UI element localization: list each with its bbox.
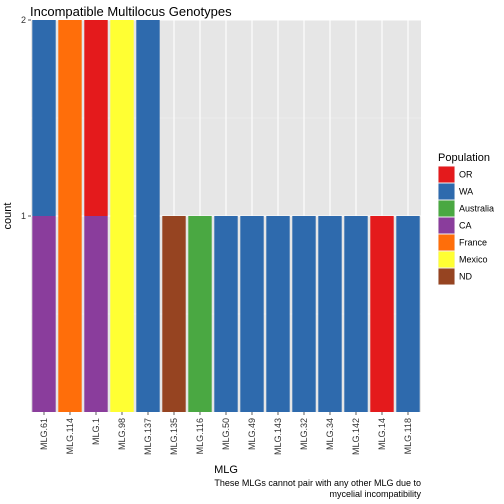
bar-segment-mlg-49-wa (240, 216, 264, 412)
bar-segment-mlg-61-wa (32, 20, 56, 216)
x-axis: MLG.61 MLG.114 MLG.1 MLG.98 MLG.137 MLG.135 ML… (39, 412, 413, 455)
bar-segment-mlg-61-ca (32, 216, 56, 412)
legend-label-nd: ND (459, 272, 472, 282)
bar-segment-mlg-142-wa (344, 216, 368, 412)
bar-segment-mlg-98-mexico (110, 20, 134, 412)
bar-segment-mlg-1-or (84, 20, 108, 216)
y-tick-label: 1 (21, 211, 26, 221)
legend-swatch-wa (438, 183, 455, 200)
legend: Population OR WA Australia CA France Mexico ND (438, 152, 494, 285)
x-tick-label: MLG.135 (169, 418, 179, 455)
x-tick-label: MLG.34 (325, 418, 335, 450)
legend-label-or: OR (459, 170, 473, 180)
bar-segment-mlg-118-wa (396, 216, 420, 412)
bar-segment-mlg-1-ca (84, 216, 108, 412)
legend-title: Population (438, 152, 490, 164)
legend-swatch-nd (438, 268, 455, 285)
x-tick-label: MLG.61 (39, 418, 49, 450)
bar-segment-mlg-137-wa (136, 20, 160, 412)
legend-label-australia: Australia (459, 204, 494, 214)
bar-segment-mlg-34-wa (318, 216, 342, 412)
caption-line-2: mycelial incompatibility (329, 489, 421, 499)
legend-swatch-mexico (438, 251, 455, 268)
y-tick-label: 2 (21, 15, 26, 25)
x-axis-title: MLG (214, 464, 238, 476)
legend-swatch-france (438, 234, 455, 251)
x-tick-label: MLG.98 (117, 418, 127, 450)
bar-segment-mlg-114-france (58, 20, 82, 412)
x-tick-label: MLG.137 (143, 418, 153, 455)
bar-segment-mlg-116-australia (188, 216, 212, 412)
bar-segment-mlg-143-wa (266, 216, 290, 412)
bar-segment-mlg-32-wa (292, 216, 316, 412)
y-axis-title: count (2, 203, 14, 230)
x-tick-label: MLG.32 (299, 418, 309, 450)
x-tick-label: MLG.50 (221, 418, 231, 450)
x-tick-label: MLG.1 (91, 418, 101, 445)
bar-segment-mlg-14-or (370, 216, 394, 412)
x-tick-label: MLG.143 (273, 418, 283, 455)
x-tick-label: MLG.142 (351, 418, 361, 455)
x-tick-label: MLG.14 (377, 418, 387, 450)
legend-label-wa: WA (459, 187, 473, 197)
bar-segment-mlg-135-nd (162, 216, 186, 412)
legend-swatch-or (438, 166, 455, 183)
legend-label-mexico: Mexico (459, 255, 488, 265)
caption-line-1: These MLGs cannot pair with any other ML… (214, 478, 421, 488)
x-tick-label: MLG.49 (247, 418, 257, 450)
chart-title: Incompatible Multilocus Genotypes (30, 4, 232, 19)
legend-label-france: France (459, 238, 487, 248)
x-tick-label: MLG.118 (403, 418, 413, 454)
legend-swatch-ca (438, 217, 455, 234)
y-axis: 12 (21, 15, 31, 221)
bar-segment-mlg-50-wa (214, 216, 238, 412)
bars (32, 20, 420, 412)
x-tick-label: MLG.114 (65, 418, 75, 454)
x-tick-label: MLG.116 (195, 418, 205, 454)
legend-label-ca: CA (459, 221, 472, 231)
legend-swatch-australia (438, 200, 455, 217)
